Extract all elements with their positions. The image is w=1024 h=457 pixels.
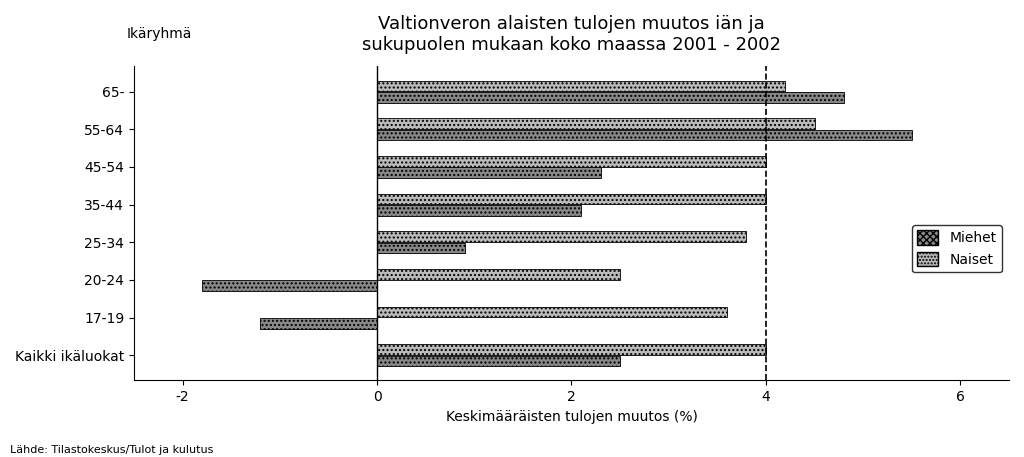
Legend: Miehet, Naiset: Miehet, Naiset xyxy=(912,225,1002,272)
X-axis label: Keskimääräisten tulojen muutos (%): Keskimääräisten tulojen muutos (%) xyxy=(445,410,697,424)
Bar xyxy=(377,118,814,129)
Bar xyxy=(377,156,766,167)
Bar xyxy=(377,194,766,204)
Bar xyxy=(377,130,911,140)
Bar xyxy=(377,307,727,317)
Bar xyxy=(377,356,621,366)
Bar xyxy=(260,318,377,329)
Title: Valtionveron alaisten tulojen muutos iän ja
sukupuolen mukaan koko maassa 2001 -: Valtionveron alaisten tulojen muutos iän… xyxy=(362,15,781,54)
Bar xyxy=(202,280,377,291)
Bar xyxy=(377,243,465,253)
Bar xyxy=(377,231,746,242)
Text: Ikäryhmä: Ikäryhmä xyxy=(127,27,193,42)
Bar xyxy=(377,81,785,91)
Bar xyxy=(377,92,844,102)
Bar xyxy=(377,344,766,355)
Text: Lähde: Tilastokeskus/Tulot ja kulutus: Lähde: Tilastokeskus/Tulot ja kulutus xyxy=(10,445,214,455)
Bar xyxy=(377,167,601,178)
Bar xyxy=(377,269,621,280)
Bar xyxy=(377,205,582,216)
